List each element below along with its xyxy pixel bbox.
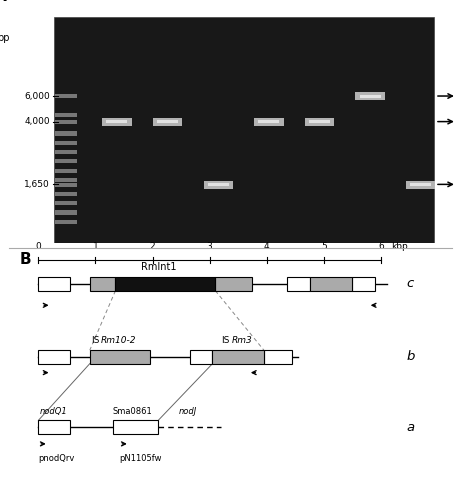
Bar (360, 94, 381, 98)
Bar (55, 192, 77, 196)
Bar (352, 277, 375, 290)
Text: 6: 6 (378, 242, 384, 252)
Bar (406, 180, 436, 188)
Bar (55, 94, 77, 98)
Text: IS: IS (91, 336, 99, 344)
Text: 4: 4 (264, 242, 270, 252)
Bar (153, 118, 182, 126)
Bar (55, 160, 77, 164)
Bar (90, 277, 115, 290)
Bar (410, 183, 431, 186)
Text: nodJ: nodJ (178, 407, 196, 416)
Text: Rm10-2: Rm10-2 (101, 336, 137, 344)
Bar (208, 183, 229, 186)
Text: pN1105fw: pN1105fw (119, 454, 162, 463)
Text: 0: 0 (35, 242, 41, 252)
Bar (287, 277, 309, 290)
Bar (254, 118, 284, 126)
Text: bp: bp (0, 33, 10, 43)
Bar (55, 150, 77, 154)
Bar (189, 350, 213, 364)
Bar (157, 120, 178, 123)
Text: nodQ1: nodQ1 (40, 407, 67, 416)
Bar (106, 120, 127, 123)
Text: 6,000: 6,000 (24, 92, 50, 100)
Text: B: B (19, 252, 31, 267)
Bar (55, 113, 77, 117)
Bar (55, 178, 77, 182)
Bar (38, 350, 70, 364)
Bar (305, 118, 334, 126)
Text: 2: 2 (150, 242, 155, 252)
Bar (213, 350, 264, 364)
Text: kbp: kbp (391, 242, 408, 252)
Bar (55, 140, 77, 145)
Text: c: c (407, 278, 414, 290)
Text: 3: 3 (207, 242, 213, 252)
Bar (258, 120, 279, 123)
Bar (55, 120, 77, 124)
Text: 1: 1 (93, 242, 98, 252)
Text: RmInt1: RmInt1 (141, 262, 176, 272)
Bar (38, 420, 70, 434)
Bar (115, 277, 215, 290)
Bar (112, 420, 158, 434)
Text: b: b (407, 350, 415, 364)
Text: A: A (0, 0, 7, 4)
Bar (203, 180, 233, 188)
Bar (38, 277, 70, 290)
Bar (55, 182, 77, 186)
Bar (55, 210, 77, 214)
Text: Rm3: Rm3 (231, 336, 252, 344)
Bar (55, 220, 77, 224)
Bar (55, 201, 77, 205)
Bar (55, 168, 77, 173)
Text: 1,650: 1,650 (24, 180, 50, 189)
Text: 4,000: 4,000 (24, 117, 50, 126)
Bar (355, 92, 385, 100)
Bar (309, 120, 330, 123)
Bar (90, 350, 150, 364)
Bar (309, 277, 352, 290)
Text: a: a (407, 420, 415, 434)
Bar (264, 350, 292, 364)
Bar (55, 132, 77, 136)
Bar (215, 277, 253, 290)
Text: Sma0861: Sma0861 (112, 407, 153, 416)
Text: IS: IS (221, 336, 230, 344)
Text: pnodQrv: pnodQrv (38, 454, 75, 463)
Text: 5: 5 (321, 242, 327, 252)
Bar (102, 118, 131, 126)
